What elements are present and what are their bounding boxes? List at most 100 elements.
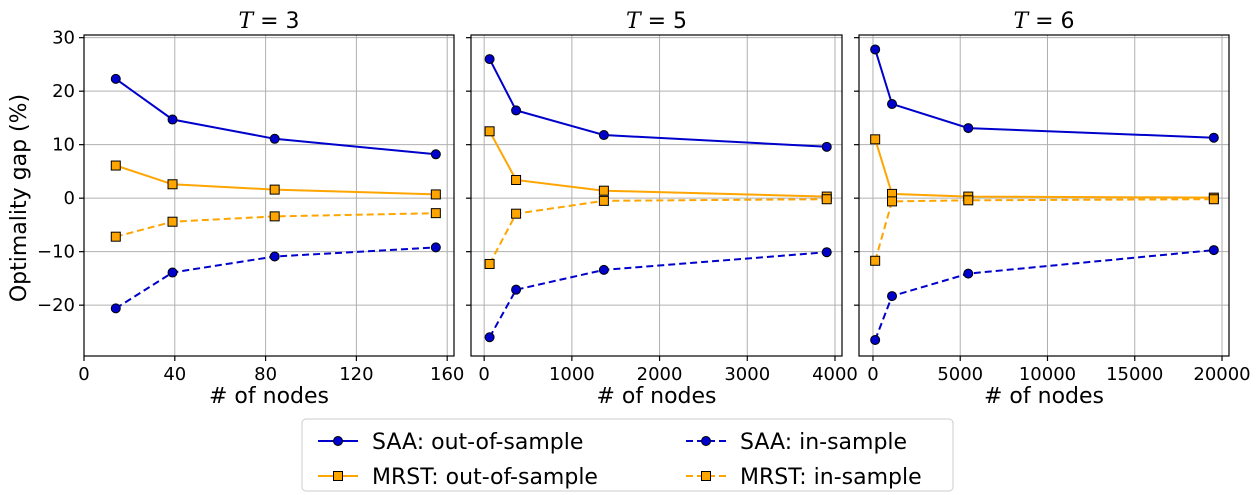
x-axis-label: # of nodes [597, 384, 717, 409]
data-point [110, 160, 121, 171]
data-point [167, 114, 178, 125]
series-line [488, 130, 827, 198]
data-point [430, 149, 441, 160]
data-point [870, 44, 881, 55]
data-point [870, 255, 881, 266]
x-tick-label: 80 [254, 364, 277, 385]
x-tick-label: 0 [867, 364, 878, 385]
data-point [598, 130, 609, 141]
x-tick-label: 1000 [549, 364, 595, 385]
data-point [598, 264, 609, 275]
panel-title: T = 3 [238, 9, 299, 34]
data-point [1208, 245, 1219, 256]
x-tick-label: 20000 [1193, 364, 1250, 385]
panel-3: 0 5000 10000 15000 20000 # of nodes T = 6 [854, 9, 1251, 409]
data-point [821, 141, 832, 152]
data-point [821, 247, 832, 258]
panel-title: T = 6 [1013, 9, 1074, 34]
series-line [115, 246, 436, 310]
data-point [110, 231, 121, 242]
chart-panels: −20 −10 0 10 20 30 0 40 80 120 160 # of nodes T = 3 0… [37, 9, 1251, 409]
data-point [963, 268, 974, 279]
x-tick-label: 5000 [937, 364, 983, 385]
legend-marker [333, 471, 343, 481]
data-point [110, 73, 121, 84]
panel-2: 0 1000 2000 3000 4000 # of nodes T = 5 [466, 9, 858, 409]
x-axis-label: # of nodes [984, 384, 1104, 409]
legend-item: SAA: in-sample [686, 430, 907, 455]
y-tick-label: 10 [52, 135, 75, 156]
data-point [1208, 132, 1219, 143]
data-point [821, 194, 832, 205]
legend-label: MRST: out-of-sample [372, 465, 598, 490]
x-tick-label: 3000 [724, 364, 770, 385]
data-point [598, 195, 609, 206]
data-point [167, 179, 178, 190]
x-tick-label: 10000 [1019, 364, 1076, 385]
x-tick-label: 160 [430, 364, 464, 385]
data-point [963, 195, 974, 206]
data-point [887, 291, 898, 302]
series-line [874, 139, 1214, 199]
x-tick-label: 40 [163, 364, 186, 385]
y-tick-label: 30 [52, 28, 75, 49]
series-line [115, 78, 436, 156]
data-point [511, 174, 522, 185]
data-point [963, 123, 974, 134]
data-point [511, 105, 522, 116]
y-tick-label: −10 [37, 242, 75, 263]
legend-marker [701, 436, 711, 446]
series-line [488, 198, 827, 265]
plot-frame [470, 34, 843, 357]
data-point [167, 267, 178, 278]
data-point [269, 184, 280, 195]
y-tick-label: −20 [37, 295, 75, 316]
legend-item: SAA: out-of-sample [318, 430, 583, 455]
y-tick-label: 20 [52, 81, 75, 102]
panel-title: T = 5 [626, 9, 687, 34]
series-line [874, 49, 1214, 139]
x-tick-label: 2000 [637, 364, 683, 385]
legend-item: MRST: in-sample [686, 465, 922, 490]
data-point [870, 334, 881, 345]
legend-box [301, 418, 954, 492]
legend-label: SAA: out-of-sample [372, 430, 583, 455]
legend: SAA: out-of-sample SAA: in-sample MRST: ou… [301, 418, 954, 492]
y-tick-label: 0 [64, 188, 75, 209]
y-axis-label: Optimality gap (%) [7, 94, 32, 302]
series-line [488, 251, 827, 338]
series-line [874, 249, 1214, 341]
data-point [269, 133, 280, 144]
legend-item: MRST: out-of-sample [318, 465, 598, 490]
x-tick-label: 15000 [1106, 364, 1163, 385]
data-point [870, 134, 881, 145]
x-tick-label: 120 [339, 364, 373, 385]
plot-frame [858, 34, 1230, 357]
x-tick-label: 4000 [812, 364, 858, 385]
series-line [488, 58, 827, 148]
data-point [269, 251, 280, 262]
x-tick-label: 0 [478, 364, 489, 385]
series-line [115, 164, 436, 196]
data-point [269, 211, 280, 222]
data-point [430, 242, 441, 253]
data-point [511, 284, 522, 295]
data-point [598, 185, 609, 196]
data-point [484, 54, 495, 65]
data-point [887, 196, 898, 207]
x-axis-label: # of nodes [209, 384, 329, 409]
data-point [511, 208, 522, 219]
legend-label: SAA: in-sample [740, 430, 907, 455]
data-point [887, 99, 898, 110]
data-point [430, 208, 441, 219]
data-point [167, 216, 178, 227]
series-line [874, 198, 1214, 262]
data-point [484, 126, 495, 137]
legend-marker [333, 436, 343, 446]
legend-label: MRST: in-sample [740, 465, 922, 490]
panel-1: −20 −10 0 10 20 30 0 40 80 120 160 # of nodes T = 3 [37, 9, 464, 409]
legend-marker [701, 471, 711, 481]
data-point [484, 332, 495, 343]
plot-frame [83, 34, 455, 357]
